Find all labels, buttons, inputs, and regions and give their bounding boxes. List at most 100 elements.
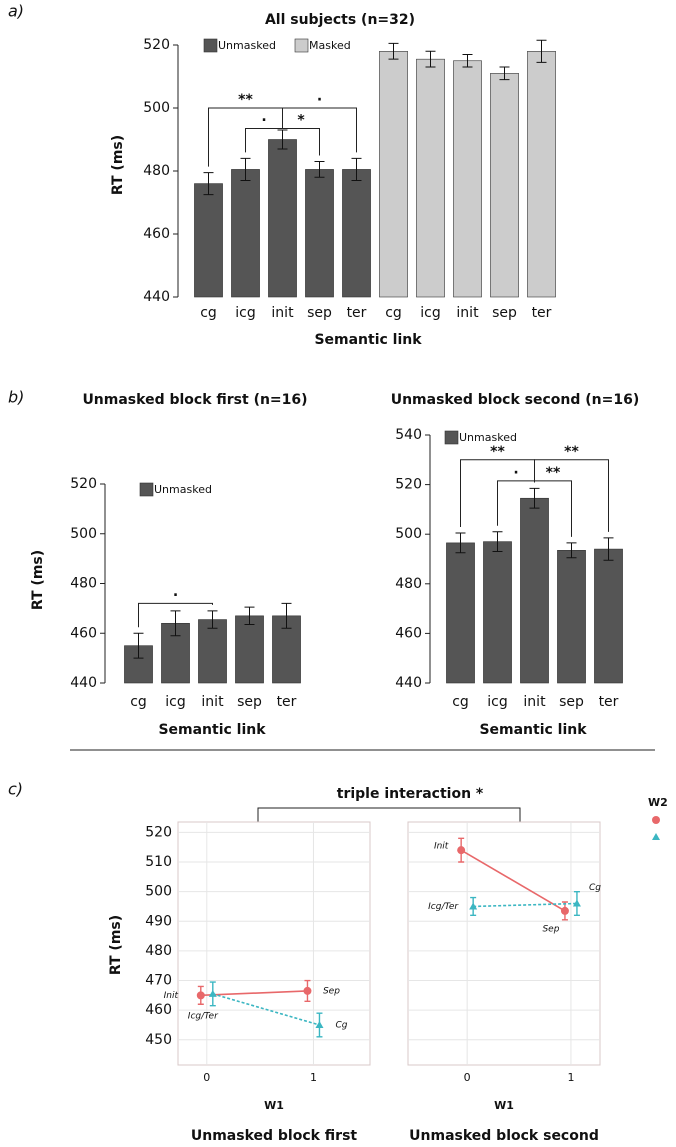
x-tick-label: 0: [464, 1071, 471, 1084]
bar: [557, 550, 586, 684]
chart-title: Unmasked block first: [191, 1128, 358, 1144]
error-bar: [499, 66, 510, 81]
error-bar: [536, 39, 547, 63]
y-tick-label: 520: [395, 477, 422, 493]
panel-label: c): [8, 780, 23, 799]
x-tick-label: init: [201, 694, 224, 710]
y-tick-label: 470: [145, 973, 172, 989]
x-tick-label: sep: [237, 694, 262, 710]
legend-label: Masked: [309, 39, 351, 52]
chart-title: Unmasked block second (n=16): [391, 392, 640, 408]
y-tick-label: 450: [145, 1032, 172, 1048]
y-tick-label: 500: [143, 100, 170, 116]
bar: [235, 615, 264, 684]
error-bar: [240, 157, 251, 181]
x-tick-label: icg: [487, 694, 507, 710]
point: [208, 989, 217, 997]
x-tick-label: cg: [200, 305, 217, 321]
significance-bracket: [534, 480, 572, 537]
x-tick-label: icg: [420, 305, 440, 321]
x-axis-label: Semantic link: [158, 722, 266, 738]
bar: [194, 183, 223, 298]
error-bar: [203, 172, 214, 196]
significance-label: **: [564, 444, 579, 460]
y-tick-label: 460: [70, 625, 97, 641]
error-bar: [492, 531, 503, 553]
bar: [483, 541, 512, 684]
significance-label: ·: [317, 92, 322, 108]
x-tick-label: cg: [130, 694, 147, 710]
bar: [490, 73, 519, 298]
bar: [231, 169, 260, 298]
significance-bracket: [138, 602, 213, 628]
legend-label: Unmasked: [154, 483, 212, 496]
bar: [198, 619, 227, 684]
x-tick-label: cg: [452, 694, 469, 710]
interaction-annotation: triple interaction *: [337, 786, 484, 802]
bar: [520, 497, 549, 684]
x-tick-label: sep: [559, 694, 584, 710]
legend-marker: [652, 816, 660, 824]
significance-label: ·: [261, 112, 266, 128]
x-axis-label: Semantic link: [479, 722, 587, 738]
x-axis-label: W1: [264, 1099, 284, 1112]
significance-label: **: [238, 92, 253, 108]
point: [196, 991, 205, 1000]
panel-label: b): [8, 388, 24, 407]
x-tick-label: 1: [310, 1071, 317, 1084]
error-bar: [170, 610, 181, 637]
x-tick-label: sep: [492, 305, 517, 321]
point-label: Init: [434, 842, 449, 852]
bar: [342, 169, 371, 298]
legend-marker: [652, 833, 660, 840]
y-tick-label: 460: [145, 1002, 172, 1018]
point: [560, 906, 569, 915]
y-axis-label: RT (ms): [30, 550, 46, 610]
x-tick-label: ter: [347, 305, 367, 321]
legend-title: W2: [648, 796, 668, 809]
y-tick-label: 440: [143, 289, 170, 305]
legend-swatch: [444, 430, 459, 445]
error-bar: [277, 129, 288, 150]
x-tick-label: init: [523, 694, 546, 710]
y-tick-label: 500: [145, 884, 172, 900]
error-bar: [351, 157, 362, 181]
error-bar: [462, 53, 473, 68]
error-bar: [281, 602, 292, 629]
point-label: Sep: [323, 986, 340, 996]
x-tick-label: ter: [532, 305, 552, 321]
bar: [305, 169, 334, 298]
significance-label: **: [546, 465, 561, 481]
x-tick-label: init: [271, 305, 294, 321]
y-tick-label: 540: [395, 427, 422, 443]
chart-title: All subjects (n=32): [265, 12, 415, 28]
panel-label: a): [8, 2, 24, 21]
y-axis-label: RT (ms): [110, 135, 126, 195]
significance-label: ·: [513, 465, 518, 481]
legend-swatch: [203, 38, 218, 53]
error-bar: [314, 161, 325, 178]
y-tick-label: 480: [143, 163, 170, 179]
y-tick-label: 460: [143, 226, 170, 242]
point: [315, 1020, 324, 1028]
y-axis-label: RT (ms): [108, 915, 124, 975]
x-tick-label: 1: [567, 1071, 574, 1084]
x-tick-label: cg: [385, 305, 402, 321]
x-tick-label: sep: [307, 305, 332, 321]
x-axis-label: Semantic link: [314, 332, 422, 348]
x-tick-label: icg: [235, 305, 255, 321]
y-tick-label: 520: [70, 476, 97, 492]
error-bar: [425, 50, 436, 68]
error-bar: [455, 532, 466, 554]
point-label: Cg: [335, 1020, 347, 1030]
x-tick-label: ter: [599, 694, 619, 710]
legend-label: Unmasked: [218, 39, 276, 52]
significance-bracket: [282, 124, 320, 156]
bar: [379, 50, 408, 298]
significance-label: **: [490, 444, 505, 460]
error-bar: [207, 610, 218, 629]
bar: [594, 548, 623, 684]
x-tick-label: init: [456, 305, 479, 321]
error-bar: [603, 537, 614, 561]
